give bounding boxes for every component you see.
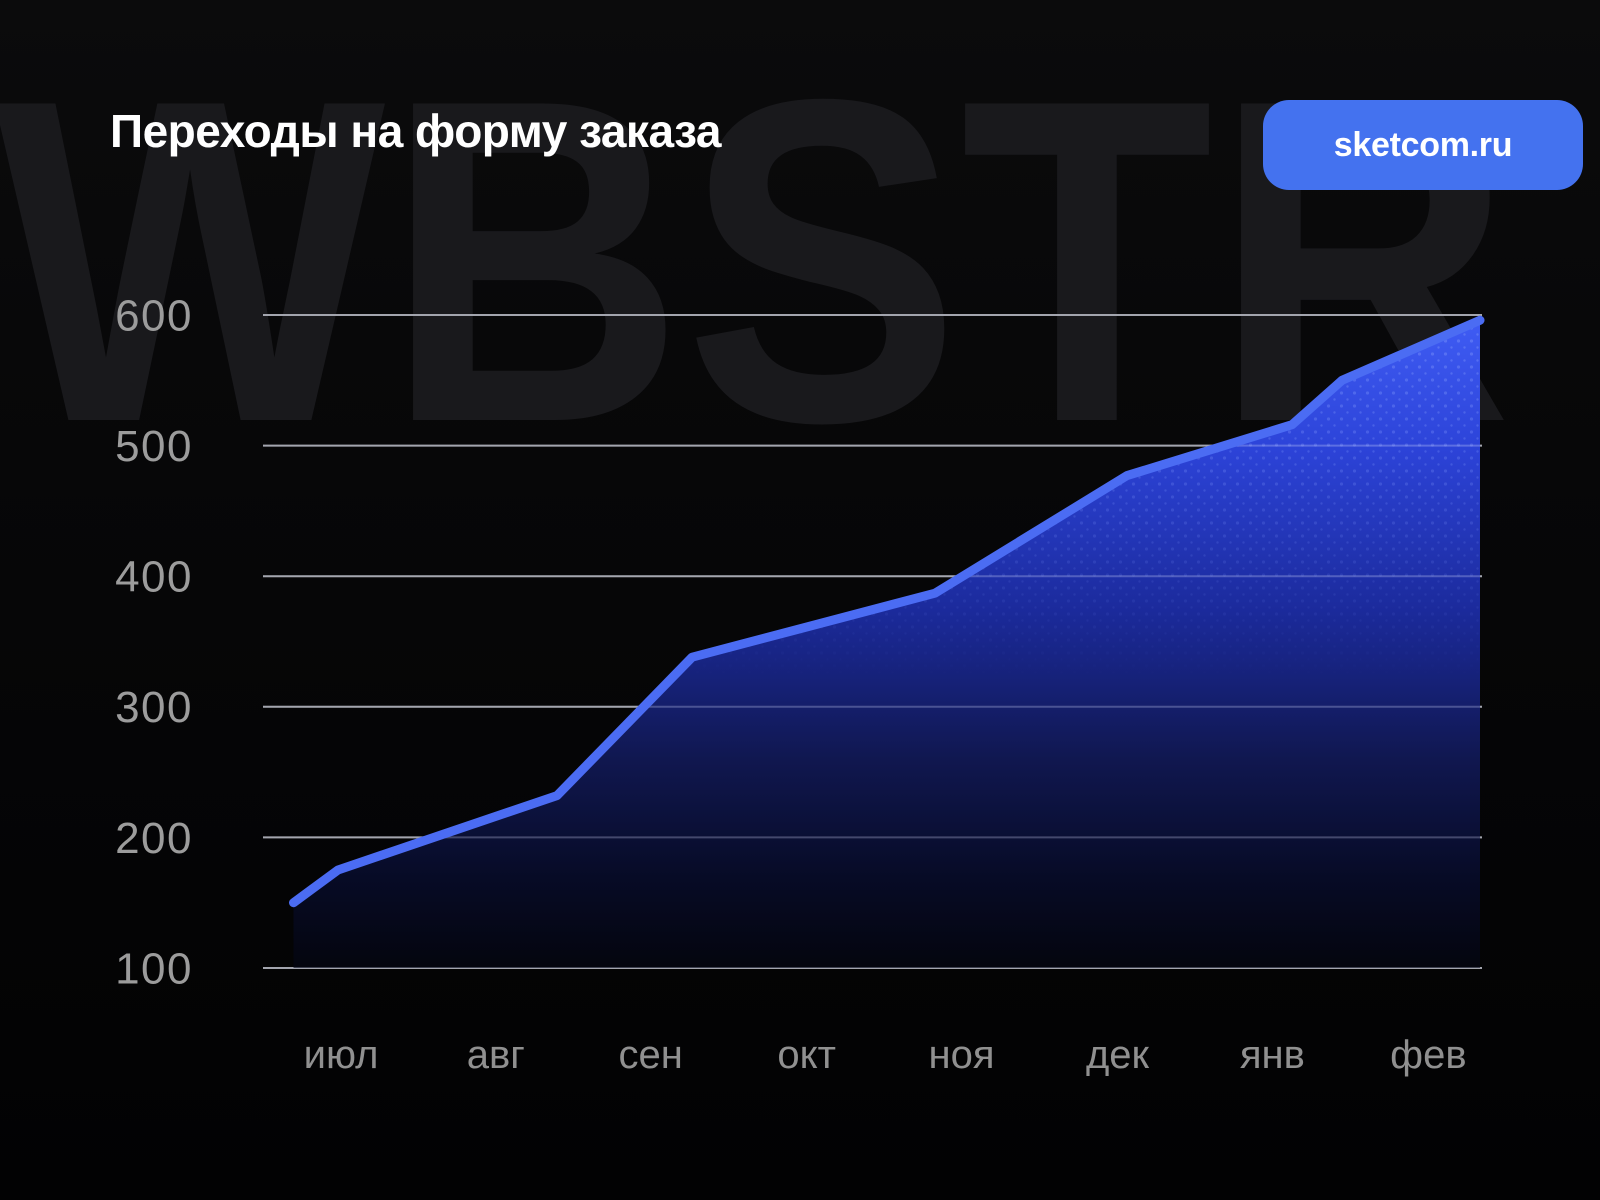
area-dot-texture (293, 320, 1480, 968)
page-title: Переходы на форму заказа (110, 105, 721, 157)
x-axis-label: авг (467, 1033, 525, 1077)
x-axis-label: июл (304, 1033, 379, 1077)
x-axis-label: окт (777, 1033, 836, 1077)
y-axis-label: 200 (115, 814, 193, 863)
site-badge-label: sketcom.ru (1333, 125, 1513, 164)
x-axis-label: фев (1390, 1033, 1466, 1077)
y-axis-label: 500 (115, 422, 193, 471)
y-axis-label: 600 (115, 291, 193, 340)
x-axis-label: ноя (928, 1033, 994, 1077)
x-axis-label: янв (1240, 1033, 1305, 1077)
x-axis-label: сен (618, 1033, 682, 1077)
x-axis-label: дек (1086, 1033, 1150, 1077)
y-axis-label: 300 (115, 683, 193, 732)
y-axis-label: 400 (115, 553, 193, 602)
site-badge[interactable]: sketcom.ru (1263, 100, 1583, 190)
trend-line (289, 315, 1485, 908)
y-axis-label: 100 (115, 944, 193, 993)
